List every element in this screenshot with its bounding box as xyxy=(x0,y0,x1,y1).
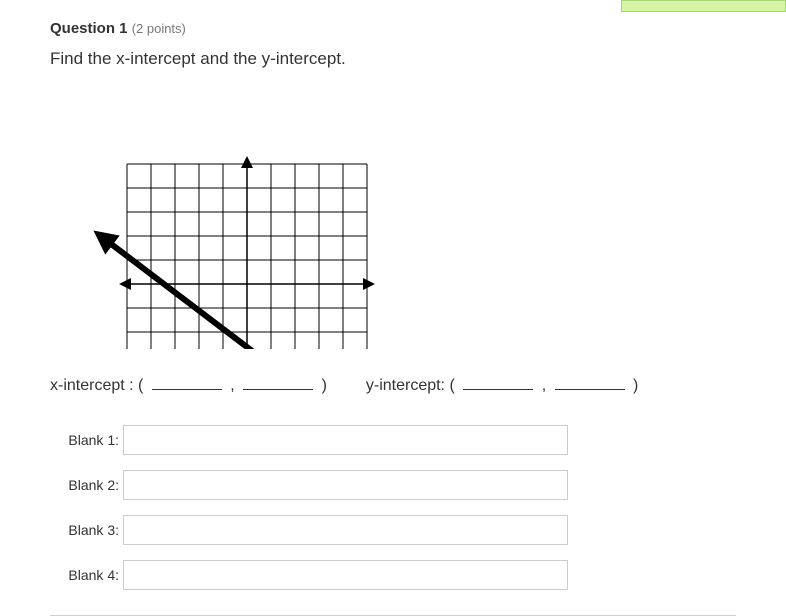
blank-row-3: Blank 3: xyxy=(64,515,736,545)
answer-blanks: Blank 1: Blank 2: Blank 3: Blank 4: xyxy=(64,425,736,590)
graph-figure xyxy=(50,79,390,349)
y-intercept-blank-2 xyxy=(555,389,625,390)
question-points: (2 points) xyxy=(132,21,186,36)
x-intercept-blank-2 xyxy=(243,389,313,390)
blank-3-input[interactable] xyxy=(123,515,568,545)
blank-3-label: Blank 3: xyxy=(64,522,119,538)
blank-row-1: Blank 1: xyxy=(64,425,736,455)
blank-1-input[interactable] xyxy=(123,425,568,455)
x-intercept-blank-1 xyxy=(152,389,222,390)
y-intercept-label: y-intercept: ( xyxy=(366,377,455,394)
close-paren: ) xyxy=(322,377,327,394)
blank-row-2: Blank 2: xyxy=(64,470,736,500)
close-paren-2: ) xyxy=(633,377,638,394)
y-intercept-blank-1 xyxy=(463,389,533,390)
question-prompt: Find the x-intercept and the y-intercept… xyxy=(50,49,736,69)
separator-2: , xyxy=(542,377,546,394)
blank-1-label: Blank 1: xyxy=(64,432,119,448)
status-badge xyxy=(621,0,786,12)
blank-2-label: Blank 2: xyxy=(64,477,119,493)
blank-4-label: Blank 4: xyxy=(64,567,119,583)
x-intercept-label: x-intercept : ( xyxy=(50,377,143,394)
question-header: Question 1 (2 points) xyxy=(50,20,736,37)
question-number: Question 1 xyxy=(50,20,128,37)
blank-row-4: Blank 4: xyxy=(64,560,736,590)
blank-4-input[interactable] xyxy=(123,560,568,590)
blank-2-input[interactable] xyxy=(123,470,568,500)
separator: , xyxy=(230,377,234,394)
intercept-labels: x-intercept : ( , ) y-intercept: ( , ) xyxy=(50,377,736,395)
